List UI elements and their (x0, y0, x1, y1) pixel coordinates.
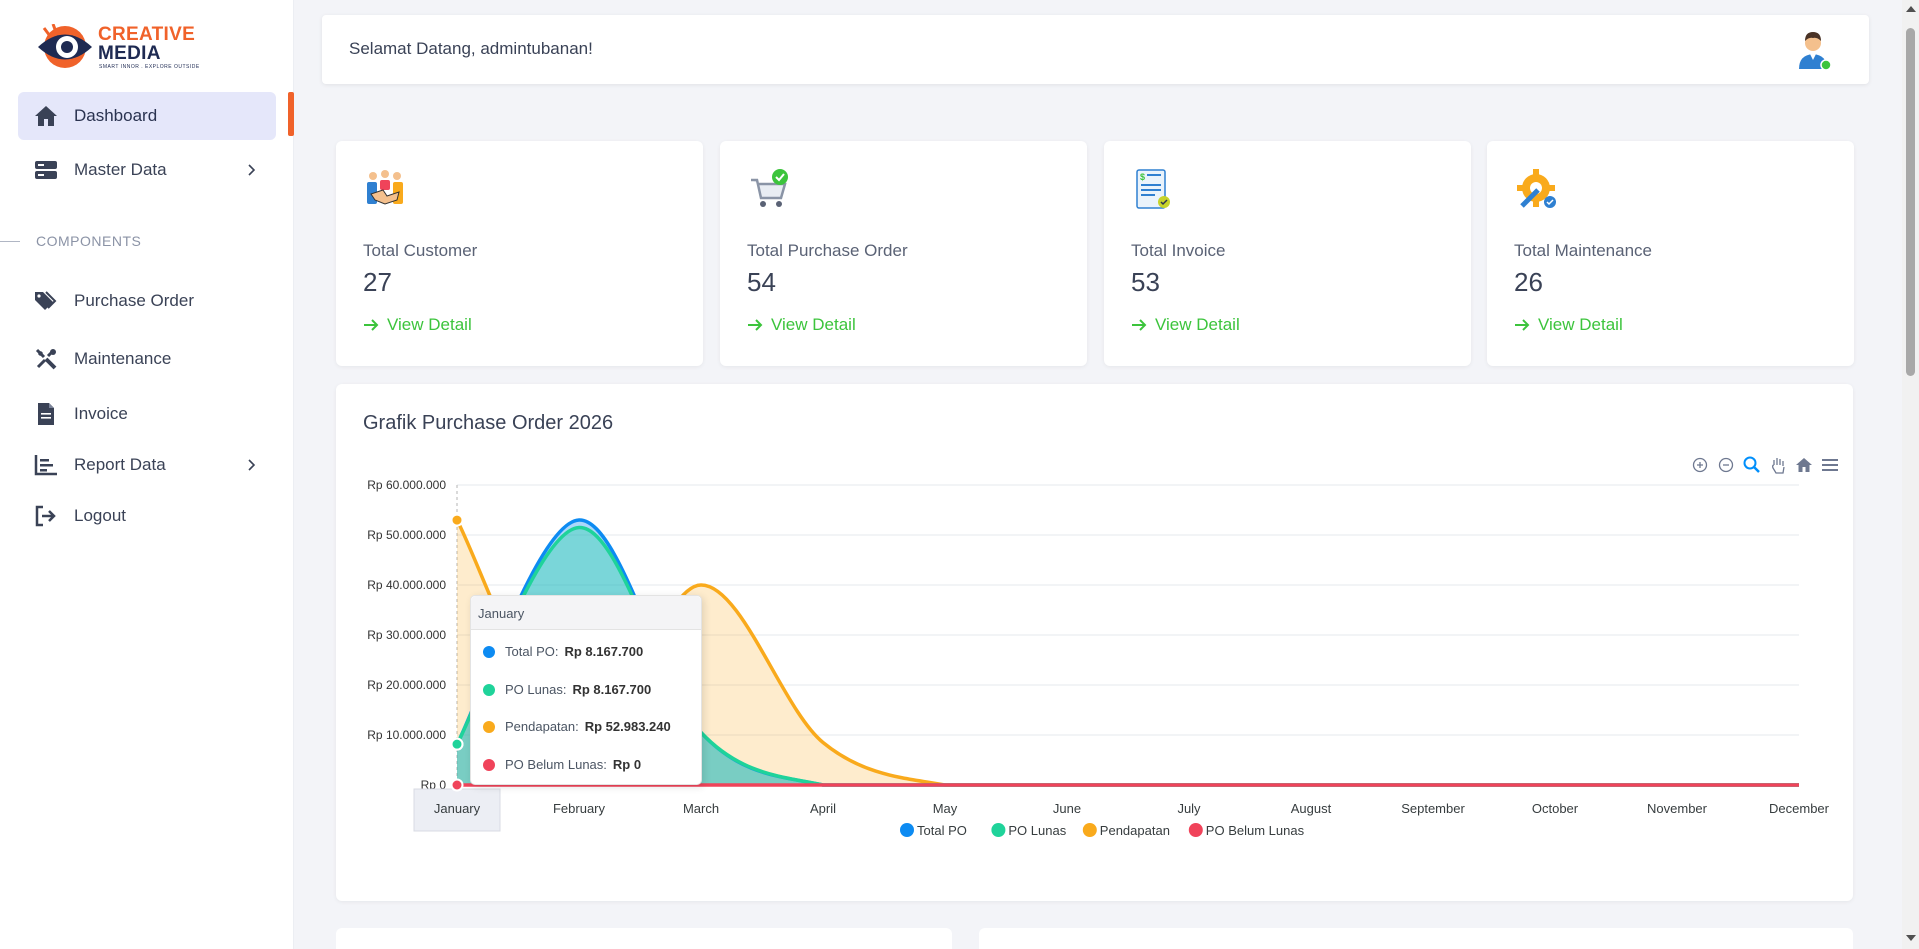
sidebar-item-label: Purchase Order (74, 291, 194, 310)
view-detail-link[interactable]: View Detail (363, 315, 472, 335)
handshake-icon (367, 170, 403, 205)
tooltip-row-po-lunas: PO Lunas: Rp 8.167.700 (483, 682, 651, 697)
legend-dot (483, 645, 495, 658)
sidebar-item-report-data[interactable]: Report Data (18, 441, 276, 489)
svg-text:$: $ (1140, 172, 1145, 182)
sidebar-item-master-data[interactable]: Master Data (18, 146, 276, 194)
section-divider (0, 241, 20, 242)
user-avatar-icon[interactable] (1793, 29, 1833, 71)
scroll-up-icon[interactable] (1906, 6, 1916, 12)
tooltip-title: January (471, 596, 701, 630)
chevron-right-icon (248, 164, 256, 176)
sidebar-item-logout[interactable]: Logout (18, 492, 276, 540)
sidebar-item-label: Logout (74, 506, 126, 525)
tooltip-label: PO Lunas: (505, 682, 567, 697)
stat-card-purchase-order: Total Purchase Order 54 View Detail (720, 141, 1087, 366)
logout-icon (34, 504, 58, 528)
arrow-right-icon (748, 319, 763, 331)
sidebar-item-invoice[interactable]: Invoice (18, 390, 276, 438)
section-label-components: COMPONENTS (36, 233, 142, 249)
stat-card-invoice: $ Total Invoice 53 View Detail (1104, 141, 1471, 366)
arrow-right-icon (1132, 319, 1147, 331)
tooltip-value: Rp 52.983.240 (584, 719, 671, 734)
view-detail-label: View Detail (1155, 315, 1240, 334)
chart-toolbar (1690, 455, 1840, 475)
scroll-down-icon[interactable] (1906, 935, 1916, 941)
legend-dot (483, 758, 495, 771)
sidebar: CREATIVE MEDIA SMART INNOR . EXPLORE OUT… (0, 0, 294, 949)
stat-label: Total Purchase Order (747, 241, 908, 260)
eye-logo-icon (38, 24, 92, 68)
page-scrollbar[interactable] (1902, 0, 1919, 949)
chevron-right-icon (248, 459, 256, 471)
home-icon (34, 104, 58, 128)
gear-wrench-icon (1517, 169, 1556, 208)
scroll-thumb[interactable] (1906, 28, 1915, 376)
legend-dot (483, 720, 495, 733)
tooltip-value: Rp 0 (612, 757, 642, 772)
top-header: Selamat Datang, admintubanan! (322, 15, 1869, 84)
chart-title: Grafik Purchase Order 2026 (363, 412, 614, 434)
sidebar-item-label: Report Data (74, 455, 166, 474)
tooltip-label: Total PO: (505, 644, 559, 659)
stat-card-customer: Total Customer 27 View Detail (336, 141, 703, 366)
brand-line2: MEDIA (98, 43, 161, 64)
view-detail-label: View Detail (387, 315, 472, 334)
welcome-text: Selamat Datang, admintubanan! (349, 39, 593, 58)
zoom-in-icon[interactable] (1690, 455, 1710, 475)
sidebar-item-label: Dashboard (74, 106, 158, 125)
bottom-card-left (336, 928, 952, 949)
view-detail-label: View Detail (1538, 315, 1623, 334)
sidebar-item-label: Invoice (74, 404, 128, 423)
sidebar-item-dashboard[interactable]: Dashboard (18, 92, 276, 140)
brand-line1: CREATIVE (98, 24, 196, 45)
stat-value: 53 (1131, 267, 1160, 297)
active-indicator (288, 92, 294, 136)
sidebar-item-label: Master Data (74, 160, 167, 179)
chart-tooltip: January Total PO: Rp 8.167.700 PO Lunas:… (470, 595, 702, 785)
arrow-right-icon (364, 319, 379, 331)
server-icon (34, 158, 58, 182)
arrow-right-icon (1515, 319, 1530, 331)
sidebar-item-maintenance[interactable]: Maintenance (18, 335, 276, 383)
tooltip-row-pendapatan: Pendapatan: Rp 52.983.240 (483, 719, 671, 734)
tooltip-row-po-belum-lunas: PO Belum Lunas: Rp 0 (483, 757, 641, 772)
invoice-icon: $ (1136, 169, 1170, 209)
tooltip-value: Rp 8.167.700 (572, 682, 652, 697)
bottom-card-right (979, 928, 1853, 949)
chart-bars-icon (34, 453, 58, 477)
tooltip-label: PO Belum Lunas: (505, 757, 607, 772)
file-icon (34, 402, 58, 426)
sidebar-item-label: Maintenance (74, 349, 172, 368)
brand-logo[interactable]: CREATIVE MEDIA SMART INNOR . EXPLORE OUT… (36, 20, 206, 74)
view-detail-link[interactable]: View Detail (747, 315, 856, 335)
sidebar-item-purchase-order[interactable]: Purchase Order (18, 277, 276, 325)
stat-label: Total Maintenance (1514, 241, 1652, 260)
tooltip-value: Rp 8.167.700 (564, 644, 644, 659)
zoom-select-icon[interactable] (1742, 455, 1762, 475)
legend-dot (483, 683, 495, 696)
stat-value: 27 (363, 267, 392, 297)
view-detail-label: View Detail (771, 315, 856, 334)
view-detail-link[interactable]: View Detail (1131, 315, 1240, 335)
view-detail-link[interactable]: View Detail (1514, 315, 1623, 335)
stat-label: Total Invoice (1131, 241, 1226, 260)
tools-icon (34, 347, 58, 371)
stat-card-maintenance: Total Maintenance 26 View Detail (1487, 141, 1854, 366)
cart-check-icon (751, 169, 788, 207)
stat-value: 54 (747, 267, 776, 297)
stat-label: Total Customer (363, 241, 478, 260)
brand-tagline: SMART INNOR . EXPLORE OUTSIDE (99, 64, 200, 70)
tooltip-row-total-po: Total PO: Rp 8.167.700 (483, 644, 643, 659)
tooltip-label: Pendapatan: (505, 719, 579, 734)
pan-icon[interactable] (1768, 455, 1788, 475)
tags-icon (34, 289, 58, 313)
zoom-out-icon[interactable] (1716, 455, 1736, 475)
stat-value: 26 (1514, 267, 1543, 297)
reset-home-icon[interactable] (1794, 455, 1814, 475)
menu-icon[interactable] (1820, 455, 1840, 475)
